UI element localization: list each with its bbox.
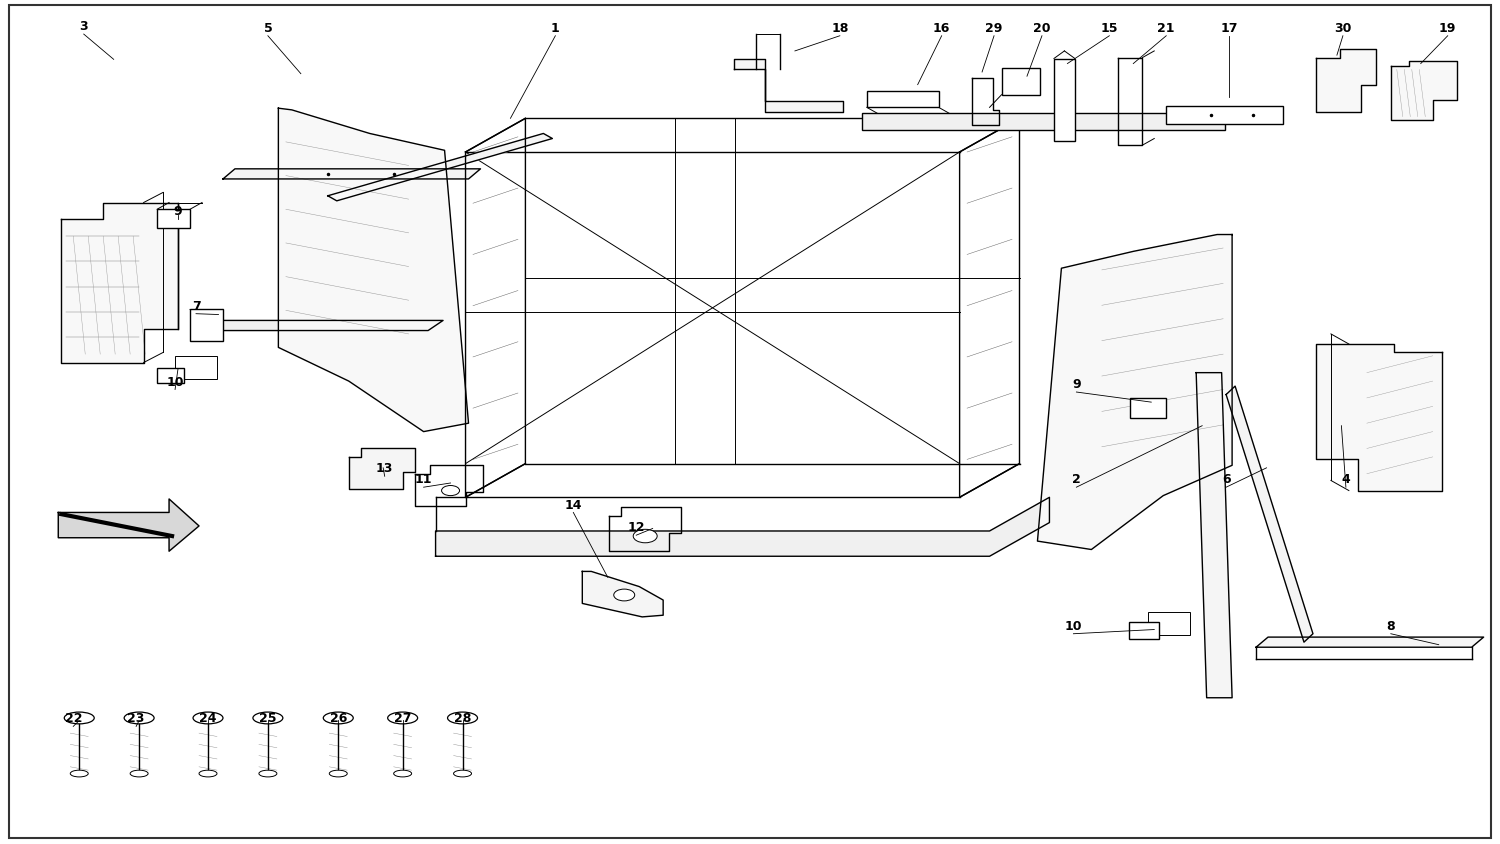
- Text: 6: 6: [1222, 473, 1230, 485]
- Text: 17: 17: [1221, 22, 1238, 35]
- Circle shape: [614, 589, 634, 601]
- Polygon shape: [62, 203, 178, 363]
- Bar: [867, 91, 939, 108]
- Bar: [176, 356, 217, 380]
- Bar: [158, 368, 184, 383]
- Text: 30: 30: [1334, 22, 1352, 35]
- Polygon shape: [1038, 235, 1232, 550]
- Text: 28: 28: [454, 711, 471, 725]
- Text: 7: 7: [192, 300, 201, 312]
- Text: 13: 13: [376, 462, 393, 475]
- Text: 9: 9: [174, 205, 183, 219]
- Text: 8: 8: [1386, 619, 1395, 632]
- Text: 16: 16: [933, 22, 951, 35]
- Text: 23: 23: [128, 711, 146, 725]
- Bar: [1149, 612, 1190, 636]
- Ellipse shape: [70, 771, 88, 777]
- Text: 9: 9: [1072, 377, 1080, 391]
- Ellipse shape: [200, 771, 217, 777]
- Text: 29: 29: [986, 22, 1002, 35]
- Bar: [1166, 106, 1282, 125]
- Polygon shape: [1390, 62, 1456, 121]
- Bar: [1054, 59, 1076, 142]
- Polygon shape: [734, 60, 843, 112]
- Polygon shape: [435, 498, 1050, 556]
- Text: 5: 5: [264, 22, 273, 35]
- Polygon shape: [279, 109, 468, 432]
- Text: 1: 1: [550, 22, 560, 35]
- Circle shape: [441, 486, 459, 496]
- Text: 2: 2: [1072, 473, 1082, 485]
- Polygon shape: [582, 571, 663, 617]
- Text: 11: 11: [416, 473, 432, 485]
- Polygon shape: [58, 500, 200, 551]
- Polygon shape: [194, 321, 442, 331]
- Text: 22: 22: [64, 711, 82, 725]
- Text: 4: 4: [1341, 473, 1350, 485]
- Ellipse shape: [387, 712, 417, 724]
- Ellipse shape: [260, 771, 278, 777]
- Ellipse shape: [330, 771, 346, 777]
- Bar: [158, 210, 190, 229]
- Ellipse shape: [447, 712, 477, 724]
- Polygon shape: [224, 170, 480, 180]
- Polygon shape: [1316, 344, 1442, 491]
- Text: 18: 18: [831, 22, 849, 35]
- Circle shape: [633, 530, 657, 544]
- Text: 14: 14: [564, 498, 582, 511]
- Ellipse shape: [324, 712, 352, 724]
- Ellipse shape: [124, 712, 154, 724]
- Bar: [1130, 622, 1158, 639]
- Polygon shape: [1196, 373, 1231, 698]
- Text: 25: 25: [260, 711, 276, 725]
- Text: 15: 15: [1101, 22, 1118, 35]
- Polygon shape: [1226, 387, 1312, 642]
- Text: 26: 26: [330, 711, 346, 725]
- Text: 27: 27: [394, 711, 411, 725]
- Text: 10: 10: [166, 375, 184, 388]
- Text: 12: 12: [627, 521, 645, 533]
- Bar: [1002, 68, 1041, 95]
- Polygon shape: [328, 134, 552, 202]
- Polygon shape: [348, 449, 414, 490]
- Polygon shape: [1256, 637, 1484, 647]
- Text: 10: 10: [1065, 619, 1082, 632]
- Bar: [190, 310, 224, 342]
- Ellipse shape: [64, 712, 94, 724]
- Text: 24: 24: [200, 711, 217, 725]
- Ellipse shape: [393, 771, 411, 777]
- Text: 19: 19: [1438, 22, 1456, 35]
- Ellipse shape: [130, 771, 148, 777]
- Text: 21: 21: [1158, 22, 1174, 35]
- Text: 3: 3: [80, 20, 88, 33]
- Ellipse shape: [194, 712, 224, 724]
- Text: 20: 20: [1034, 22, 1050, 35]
- Ellipse shape: [453, 771, 471, 777]
- Bar: [862, 114, 1224, 131]
- Bar: [1131, 398, 1166, 419]
- Ellipse shape: [254, 712, 284, 724]
- Polygon shape: [1316, 50, 1376, 112]
